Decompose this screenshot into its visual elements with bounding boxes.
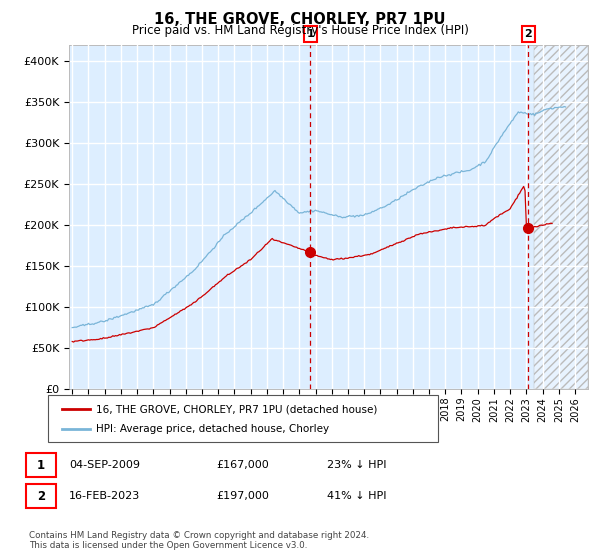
Text: 16-FEB-2023: 16-FEB-2023 [69, 491, 140, 501]
Text: HPI: Average price, detached house, Chorley: HPI: Average price, detached house, Chor… [96, 424, 329, 434]
Text: 1: 1 [37, 459, 45, 472]
Text: 41% ↓ HPI: 41% ↓ HPI [327, 491, 386, 501]
Text: 2: 2 [524, 29, 532, 39]
Text: £167,000: £167,000 [216, 460, 269, 470]
Text: 04-SEP-2009: 04-SEP-2009 [69, 460, 140, 470]
Text: 2: 2 [37, 489, 45, 503]
Text: Contains HM Land Registry data © Crown copyright and database right 2024.
This d: Contains HM Land Registry data © Crown c… [29, 531, 369, 550]
Text: 1: 1 [306, 29, 314, 39]
Text: £197,000: £197,000 [216, 491, 269, 501]
Text: Price paid vs. HM Land Registry's House Price Index (HPI): Price paid vs. HM Land Registry's House … [131, 24, 469, 36]
Text: 16, THE GROVE, CHORLEY, PR7 1PU: 16, THE GROVE, CHORLEY, PR7 1PU [154, 12, 446, 27]
Text: 16, THE GROVE, CHORLEY, PR7 1PU (detached house): 16, THE GROVE, CHORLEY, PR7 1PU (detache… [96, 404, 377, 414]
Text: 23% ↓ HPI: 23% ↓ HPI [327, 460, 386, 470]
